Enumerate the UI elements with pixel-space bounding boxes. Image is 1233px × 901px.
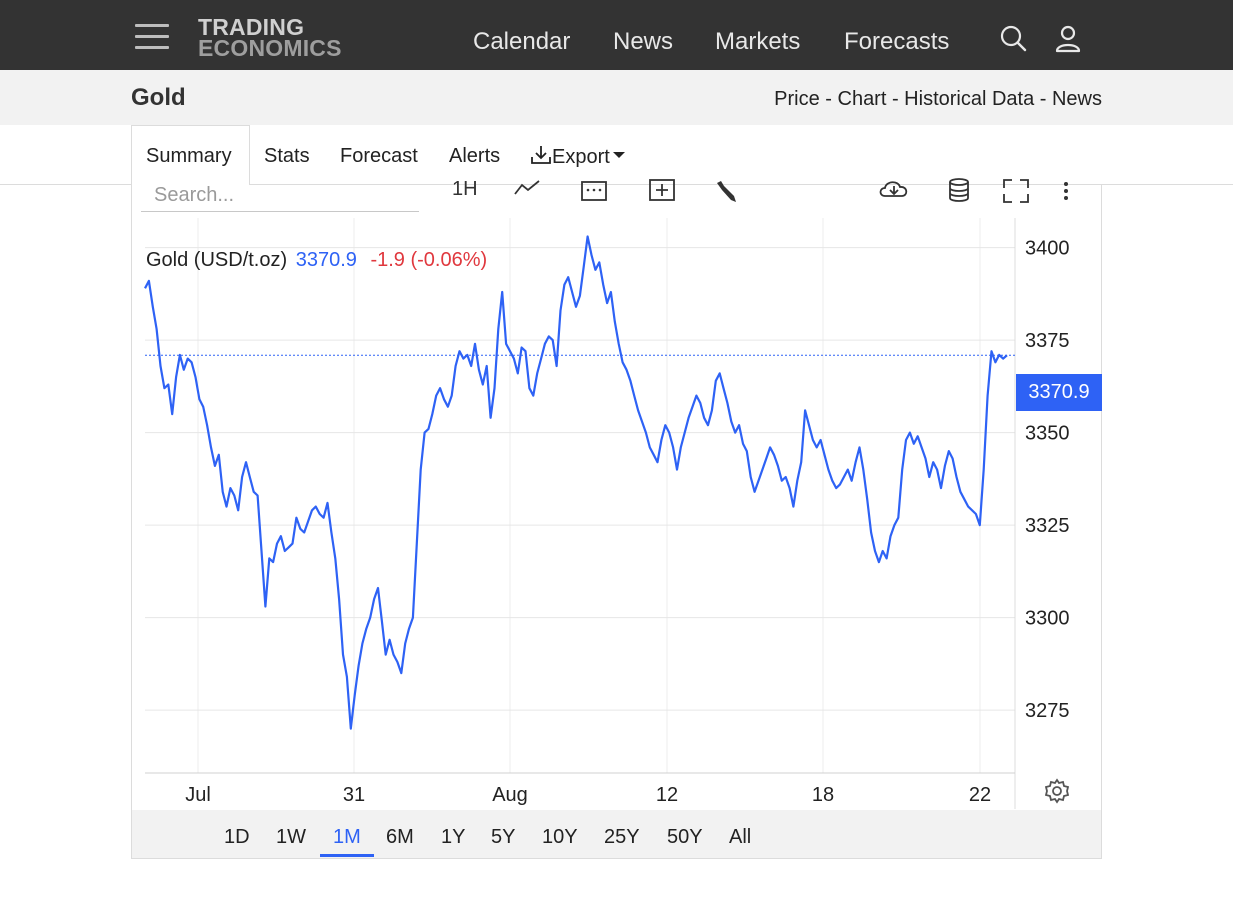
period-1m[interactable]: 1M [333, 826, 361, 848]
chart-legend: Gold (USD/t.oz) 3370.9 -1.9 (-0.06%) [146, 249, 487, 272]
y-tick-label: 3375 [1025, 330, 1070, 352]
hamburger-menu-icon[interactable] [135, 24, 169, 50]
more-options-icon[interactable] [1062, 178, 1070, 207]
fullscreen-icon[interactable] [1002, 178, 1030, 209]
x-tick-label: 22 [969, 784, 991, 806]
nav-news[interactable]: News [613, 28, 674, 55]
tab-summary[interactable]: Summary [146, 145, 232, 167]
price-series-line [144, 235, 1008, 730]
add-indicator-icon[interactable] [649, 178, 675, 207]
user-icon[interactable] [1055, 25, 1081, 58]
y-tick-label: 3400 [1025, 238, 1070, 260]
settings-gear-icon[interactable] [1044, 778, 1070, 809]
calendar-icon[interactable] [581, 178, 607, 207]
section-links[interactable]: Price - Chart - Historical Data - News [774, 88, 1102, 110]
chart-type-icon[interactable] [514, 178, 540, 203]
y-tick-label: 3300 [1025, 608, 1070, 630]
active-period-indicator [320, 854, 374, 857]
export-label: Export [552, 146, 610, 168]
wrench-icon[interactable] [714, 178, 740, 209]
last-price-tag: 3370.9 [1016, 374, 1102, 411]
interval-selector[interactable]: 1H [452, 178, 478, 200]
page-title: Gold [131, 84, 186, 111]
top-navigation-bar: TRADING ECONOMICS Calendar News Markets … [0, 0, 1233, 70]
y-tick-label: 3350 [1025, 423, 1070, 445]
download-icon [531, 146, 551, 164]
period-10y[interactable]: 10Y [542, 826, 578, 848]
x-tick-label: Jul [185, 784, 211, 806]
period-all[interactable]: All [729, 826, 752, 848]
cloud-download-icon[interactable] [878, 178, 910, 205]
logo-line-2: ECONOMICS [198, 35, 342, 61]
period-50y[interactable]: 50Y [667, 826, 703, 848]
period-6m[interactable]: 6M [386, 826, 414, 848]
site-logo[interactable]: TRADING ECONOMICS [198, 14, 342, 61]
period-5y[interactable]: 5Y [491, 826, 516, 848]
tab-stats[interactable]: Stats [264, 145, 310, 167]
tab-alerts[interactable]: Alerts [449, 145, 501, 167]
nav-calendar[interactable]: Calendar [473, 28, 571, 55]
x-tick-label: 31 [343, 784, 365, 806]
legend-price: 3370.9 [295, 249, 357, 271]
x-tick-label: 18 [812, 784, 834, 806]
x-tick-label: 12 [656, 784, 678, 806]
y-tick-label: 3325 [1025, 515, 1070, 537]
logo-line-1: TRADING [198, 14, 305, 40]
legend-series-name: Gold (USD/t.oz) [146, 249, 288, 271]
nav-markets[interactable]: Markets [715, 28, 801, 55]
symbol-search-input[interactable] [141, 180, 419, 212]
x-tick-label: Aug [492, 784, 528, 806]
period-1d[interactable]: 1D [224, 826, 250, 848]
legend-change: -1.9 (-0.06%) [370, 249, 488, 271]
tab-export[interactable]: Export [530, 145, 626, 169]
y-tick-label: 3275 [1025, 700, 1070, 722]
period-1w[interactable]: 1W [276, 826, 306, 848]
caret-down-icon [612, 152, 625, 158]
period-selector-bar [132, 810, 1101, 858]
nav-forecasts[interactable]: Forecasts [844, 28, 950, 55]
page-subheader [0, 70, 1233, 125]
period-1y[interactable]: 1Y [441, 826, 466, 848]
tabs-divider [0, 184, 1233, 185]
search-icon[interactable] [1000, 25, 1028, 58]
tab-active-frame [131, 125, 250, 185]
database-icon[interactable] [948, 178, 970, 207]
period-25y[interactable]: 25Y [604, 826, 640, 848]
chart-panel [131, 185, 1102, 859]
tab-forecast[interactable]: Forecast [340, 145, 418, 167]
